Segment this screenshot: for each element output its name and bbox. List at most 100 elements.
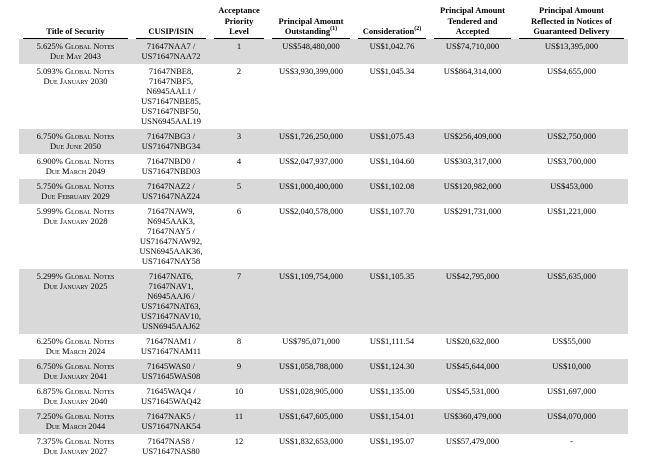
consideration-cell: US$1,124.30 bbox=[354, 358, 430, 384]
security-title-cell: 7.375% Global Notes Due January 2027 bbox=[36, 435, 115, 456]
outstanding-amount-cell: US$1,647,605,000 bbox=[268, 408, 354, 434]
table-body: 5.625% Global Notes Due May 2043 71647NAA… bbox=[19, 38, 628, 459]
cusip-isin-cell: 71647NAK5 / US71647NAK54 bbox=[132, 408, 210, 434]
column-header-label: Principal Amount Reflected in Notices of… bbox=[531, 5, 612, 36]
table-row: 6.750% Global Notes Due June 2050 71647NB… bbox=[19, 128, 628, 154]
tendered-accepted-cell: US$864,314,000 bbox=[443, 65, 502, 76]
tendered-accepted-cell: US$45,531,000 bbox=[445, 385, 500, 396]
cusip-isin-cell: 71645WAS0 / US71645WAS08 bbox=[132, 358, 210, 384]
guaranteed-delivery-cell: US$5,635,000 bbox=[515, 268, 628, 334]
cusip-isin-cell: 71647NAM1 / US71647NAM11 bbox=[140, 335, 202, 356]
priority-level-cell: 3 bbox=[210, 128, 268, 154]
col-header-acceptance-priority-level: Acceptance Priority Level bbox=[210, 3, 268, 39]
table-header: Title of Security CUSIP/ISIN Acceptance … bbox=[19, 3, 628, 39]
guaranteed-delivery-cell: US$4,070,000 bbox=[515, 408, 628, 434]
guaranteed-delivery-cell: US$2,750,000 bbox=[515, 128, 628, 154]
column-header-label: Acceptance Priority Level bbox=[218, 5, 260, 36]
consideration-cell: US$1,135.00 bbox=[369, 385, 415, 396]
cusip-isin-cell: 71647NBD0 / US71647NBD03 bbox=[141, 155, 201, 176]
tendered-accepted-cell: US$120,982,000 bbox=[430, 178, 515, 204]
outstanding-amount-cell: US$2,040,578,000 bbox=[279, 205, 343, 216]
guaranteed-delivery-cell: US$13,395,000 bbox=[515, 38, 628, 64]
consideration-cell: US$1,105.35 bbox=[354, 268, 430, 334]
outstanding-amount-cell: US$3,930,399,000 bbox=[279, 65, 343, 76]
priority-level-cell: 2 bbox=[236, 65, 242, 76]
guaranteed-delivery-cell: US$1,221,000 bbox=[546, 205, 597, 216]
cusip-isin-cell: 71647NAA7 / US71647NAA72 bbox=[132, 38, 210, 64]
cusip-isin-cell: 71647NBE8, 71647NBF5, N6945AAL1 / US7164… bbox=[141, 65, 201, 126]
security-title-cell: 5.750% Global Notes Due February 2029 bbox=[19, 178, 132, 204]
col-header-title-of-security: Title of Security bbox=[19, 3, 132, 39]
table-row: 7.250% Global Notes Due March 2044 71647N… bbox=[19, 408, 628, 434]
outstanding-amount-cell: US$1,109,754,000 bbox=[268, 268, 354, 334]
security-title-cell: 6.875% Global Notes Due January 2040 bbox=[36, 385, 115, 406]
outstanding-amount-cell: US$548,480,000 bbox=[268, 38, 354, 64]
table-row: 5.625% Global Notes Due May 2043 71647NAA… bbox=[19, 38, 628, 64]
cusip-isin-cell: 71647NBG3 / US71647NBG34 bbox=[132, 128, 210, 154]
tendered-accepted-cell: US$360,479,000 bbox=[430, 408, 515, 434]
guaranteed-delivery-cell: US$4,655,000 bbox=[546, 65, 597, 76]
consideration-cell: US$1,042.76 bbox=[354, 38, 430, 64]
tendered-accepted-cell: US$20,632,000 bbox=[445, 335, 500, 346]
guaranteed-delivery-cell: US$453,000 bbox=[515, 178, 628, 204]
column-header-label: Principal Amount Outstanding bbox=[278, 15, 344, 37]
tendered-accepted-cell: US$291,731,000 bbox=[443, 205, 502, 216]
guaranteed-delivery-cell: US$55,000 bbox=[552, 335, 591, 346]
table-row: 6.875% Global Notes Due January 2040 7164… bbox=[19, 384, 628, 409]
table-row: 5.999% Global Notes Due January 2028 7164… bbox=[19, 204, 628, 269]
outstanding-amount-cell: US$1,726,250,000 bbox=[268, 128, 354, 154]
cusip-isin-cell: 71647NAS8 / US71647NAS80 bbox=[142, 435, 200, 456]
outstanding-amount-cell: US$1,832,653,000 bbox=[279, 435, 343, 446]
cusip-isin-cell: 71647NAZ2 / US71647NAZ24 bbox=[132, 178, 210, 204]
priority-level-cell: 5 bbox=[210, 178, 268, 204]
consideration-cell: US$1,075.43 bbox=[354, 128, 430, 154]
table-row: 7.375% Global Notes Due January 2027 7164… bbox=[19, 434, 628, 459]
col-header-principal-amount-tendered-accepted: Principal Amount Tendered and Accepted bbox=[430, 3, 515, 39]
table-row: 6.250% Global Notes Due March 2024 71647N… bbox=[19, 334, 628, 359]
column-header-label: Consideration bbox=[362, 26, 415, 36]
header-row: Title of Security CUSIP/ISIN Acceptance … bbox=[19, 3, 628, 39]
consideration-cell: US$1,104.60 bbox=[369, 155, 415, 166]
footnote-marker: (1) bbox=[330, 26, 338, 33]
tendered-accepted-cell: US$74,710,000 bbox=[430, 38, 515, 64]
guaranteed-delivery-cell: US$1,697,000 bbox=[546, 385, 597, 396]
security-title-cell: 5.093% Global Notes Due January 2030 bbox=[36, 65, 115, 86]
guaranteed-delivery-cell: US$3,700,000 bbox=[546, 155, 597, 166]
security-title-cell: 7.250% Global Notes Due March 2044 bbox=[19, 408, 132, 434]
priority-level-cell: 1 bbox=[210, 38, 268, 64]
column-header-label: Principal Amount Tendered and Accepted bbox=[440, 5, 505, 36]
security-title-cell: 6.900% Global Notes Due March 2049 bbox=[36, 155, 115, 176]
securities-table: Title of Security CUSIP/ISIN Acceptance … bbox=[19, 3, 628, 459]
priority-level-cell: 7 bbox=[210, 268, 268, 334]
priority-level-cell: 10 bbox=[234, 385, 244, 396]
col-header-cusip-isin: CUSIP/ISIN bbox=[132, 3, 210, 39]
consideration-cell: US$1,107.70 bbox=[369, 205, 415, 216]
table-row: 5.750% Global Notes Due February 2029 716… bbox=[19, 178, 628, 204]
table-row: 5.299% Global Notes Due January 2025 7164… bbox=[19, 268, 628, 334]
security-title-cell: 6.250% Global Notes Due March 2024 bbox=[36, 335, 115, 356]
priority-level-cell: 11 bbox=[210, 408, 268, 434]
tendered-accepted-cell: US$256,409,000 bbox=[430, 128, 515, 154]
cusip-isin-cell: 71645WAQ4 / US71645WAQ42 bbox=[141, 385, 201, 406]
security-title-cell: 6.750% Global Notes Due January 2041 bbox=[19, 358, 132, 384]
consideration-cell: US$1,154.01 bbox=[354, 408, 430, 434]
col-header-consideration: Consideration(2) bbox=[354, 3, 430, 39]
cusip-isin-cell: 71647NAT6, 71647NAV1, N6945AAJ6 / US7164… bbox=[132, 268, 210, 334]
cusip-isin-cell: 71647NAW9, N6945AAK3, 71647NAY5 / US7164… bbox=[139, 205, 203, 266]
guaranteed-delivery-cell: US$10,000 bbox=[515, 358, 628, 384]
col-header-principal-amount-outstanding: Principal Amount Outstanding(1) bbox=[268, 3, 354, 39]
priority-level-cell: 8 bbox=[236, 335, 242, 346]
security-title-cell: 5.299% Global Notes Due January 2025 bbox=[19, 268, 132, 334]
outstanding-amount-cell: US$795,071,000 bbox=[282, 335, 340, 346]
outstanding-amount-cell: US$1,028,905,000 bbox=[279, 385, 343, 396]
priority-level-cell: 4 bbox=[236, 155, 242, 166]
consideration-cell: US$1,111.54 bbox=[369, 335, 415, 346]
tendered-accepted-cell: US$45,644,000 bbox=[430, 358, 515, 384]
tendered-accepted-cell: US$303,317,000 bbox=[443, 155, 502, 166]
tendered-accepted-cell: US$57,479,000 bbox=[445, 435, 500, 446]
column-header-label: CUSIP/ISIN bbox=[148, 26, 194, 36]
consideration-cell: US$1,195.07 bbox=[369, 435, 415, 446]
table-row: 5.093% Global Notes Due January 2030 7164… bbox=[19, 64, 628, 129]
tendered-accepted-cell: US$42,795,000 bbox=[430, 268, 515, 334]
